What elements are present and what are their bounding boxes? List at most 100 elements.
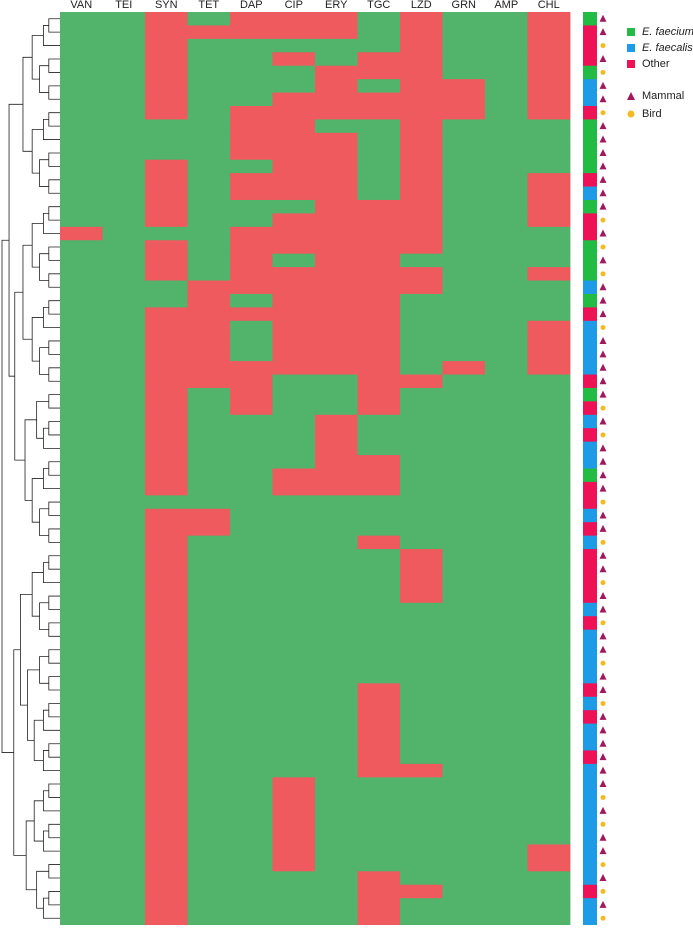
heatmap-cell bbox=[527, 267, 571, 281]
heatmap-cell bbox=[145, 146, 188, 161]
heatmap-cell bbox=[527, 428, 571, 443]
heatmap-cell bbox=[145, 911, 188, 926]
heatmap-cell bbox=[102, 119, 146, 134]
heatmap-cell bbox=[102, 441, 146, 456]
species-cell bbox=[583, 723, 597, 738]
heatmap-cell bbox=[60, 831, 103, 845]
heatmap-cell bbox=[60, 293, 103, 308]
heatmap-cell bbox=[357, 374, 401, 389]
heatmap-cell bbox=[400, 817, 443, 832]
heatmap-cell bbox=[145, 159, 188, 174]
species-cell bbox=[583, 320, 597, 335]
species-cell bbox=[583, 253, 597, 268]
heatmap-cell bbox=[272, 267, 316, 281]
heatmap-cell bbox=[357, 737, 401, 751]
heatmap-cell bbox=[60, 562, 103, 577]
heatmap-cell bbox=[442, 750, 486, 765]
heatmap-cell bbox=[187, 777, 231, 792]
heatmap-cell bbox=[60, 414, 103, 429]
column-label: SYN bbox=[155, 0, 178, 11]
heatmap-cell bbox=[272, 361, 316, 375]
dendrogram bbox=[1, 18, 60, 919]
heatmap-cell bbox=[60, 12, 103, 26]
heatmap-cell bbox=[230, 669, 273, 684]
heatmap-cell bbox=[145, 750, 188, 765]
heatmap-cell bbox=[315, 334, 358, 349]
heatmap-cell bbox=[442, 307, 486, 322]
heatmap-cell bbox=[400, 481, 443, 496]
heatmap-cell bbox=[485, 146, 528, 161]
heatmap-cell bbox=[230, 629, 273, 644]
host-mark bbox=[599, 780, 607, 788]
heatmap-cell bbox=[102, 857, 146, 872]
species-cell bbox=[583, 226, 597, 241]
heatmap-cell bbox=[400, 710, 443, 725]
species-cell bbox=[583, 213, 597, 228]
species-cell bbox=[583, 602, 597, 617]
heatmap-cell bbox=[485, 173, 528, 187]
heatmap-cell bbox=[400, 361, 443, 375]
heatmap-cell bbox=[357, 334, 401, 349]
heatmap-cell bbox=[60, 723, 103, 738]
heatmap-cell bbox=[145, 280, 188, 295]
heatmap-cell bbox=[272, 199, 316, 214]
heatmap-cell bbox=[145, 347, 188, 362]
heatmap-cell bbox=[60, 710, 103, 725]
heatmap-cell bbox=[102, 790, 146, 805]
legend-label: Other bbox=[642, 58, 670, 70]
heatmap-cell bbox=[187, 710, 231, 725]
heatmap-cell bbox=[60, 481, 103, 496]
heatmap-cell bbox=[230, 683, 273, 698]
heatmap-cell bbox=[187, 414, 231, 429]
heatmap-cell bbox=[357, 361, 401, 375]
species-cell bbox=[583, 549, 597, 563]
heatmap-cell bbox=[357, 79, 401, 93]
heatmap-cell bbox=[60, 226, 103, 241]
heatmap-cell bbox=[315, 898, 358, 912]
heatmap-cell bbox=[357, 777, 401, 792]
heatmap-cell bbox=[272, 186, 316, 201]
heatmap-cell bbox=[187, 831, 231, 845]
heatmap-cell bbox=[102, 173, 146, 187]
heatmap-cell bbox=[145, 307, 188, 322]
heatmap-cell bbox=[357, 414, 401, 429]
heatmap-cell bbox=[272, 455, 316, 469]
heatmap-cell bbox=[272, 602, 316, 617]
heatmap-cell bbox=[102, 12, 146, 26]
heatmap-cell bbox=[145, 683, 188, 698]
heatmap-cell bbox=[60, 280, 103, 295]
heatmap-cell bbox=[272, 535, 316, 550]
host-mark bbox=[600, 821, 606, 827]
heatmap-cell bbox=[230, 213, 273, 228]
heatmap-cell bbox=[187, 12, 231, 26]
species-cell bbox=[583, 495, 597, 510]
heatmap-cell bbox=[145, 508, 188, 523]
heatmap-cell bbox=[272, 911, 316, 926]
heatmap-cell bbox=[485, 387, 528, 402]
host-mark bbox=[600, 244, 606, 250]
heatmap-cell bbox=[145, 267, 188, 281]
heatmap-cell bbox=[527, 253, 571, 268]
heatmap-cell bbox=[187, 522, 231, 537]
heatmap-cell bbox=[272, 562, 316, 577]
heatmap-cell bbox=[102, 871, 146, 886]
heatmap-cell bbox=[187, 240, 231, 255]
heatmap-cell bbox=[357, 280, 401, 295]
heatmap-cell bbox=[315, 656, 358, 671]
heatmap-cell bbox=[187, 669, 231, 684]
heatmap-cell bbox=[357, 307, 401, 322]
heatmap-cell bbox=[442, 240, 486, 255]
heatmap-cell bbox=[60, 361, 103, 375]
heatmap-cell bbox=[400, 307, 443, 322]
heatmap-cell bbox=[145, 173, 188, 187]
heatmap-cell bbox=[272, 884, 316, 899]
heatmap-cell bbox=[272, 723, 316, 738]
heatmap-cell bbox=[315, 575, 358, 590]
heatmap-cell bbox=[357, 616, 401, 631]
heatmap-cell bbox=[230, 750, 273, 765]
heatmap-cell bbox=[187, 25, 231, 40]
species-cell bbox=[583, 280, 597, 295]
heatmap-cell bbox=[527, 65, 571, 80]
heatmap-cell bbox=[527, 535, 571, 550]
heatmap-cell bbox=[60, 804, 103, 818]
